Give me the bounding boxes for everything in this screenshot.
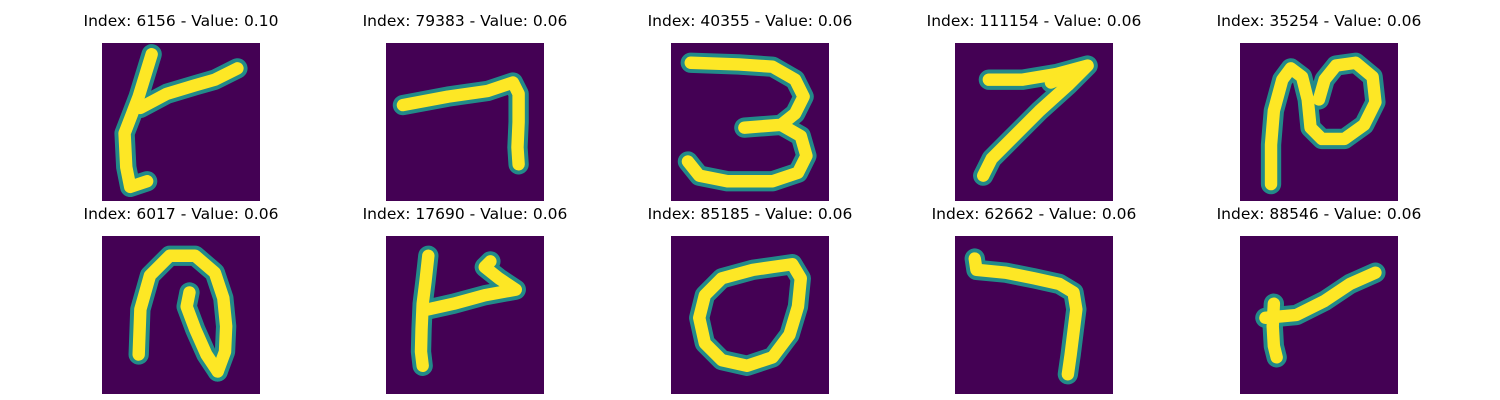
digit-panel: Index: 88546 - Value: 0.06 [1199, 202, 1439, 394]
stroke-core [968, 252, 1083, 381]
panel-title: Index: 88546 - Value: 0.06 [1216, 205, 1422, 223]
panel-title: Index: 111154 - Value: 0.06 [926, 12, 1142, 30]
stroke-core [414, 249, 522, 372]
digit-panel: Index: 85185 - Value: 0.06 [630, 202, 870, 394]
digit-image [1240, 43, 1398, 201]
digit-panel: Index: 17690 - Value: 0.06 [345, 202, 585, 394]
stroke-core [681, 56, 813, 188]
digit-image [671, 43, 829, 201]
stroke-core [1259, 266, 1382, 364]
digit-panel: Index: 6156 - Value: 0.10 [61, 9, 301, 201]
digit-panel: Index: 6017 - Value: 0.06 [61, 202, 301, 394]
stroke-core [693, 258, 807, 372]
stroke-core [977, 59, 1094, 182]
digit-panel: Index: 35254 - Value: 0.06 [1199, 9, 1439, 201]
digit-panel: Index: 111154 - Value: 0.06 [914, 9, 1154, 201]
panel-title: Index: 85185 - Value: 0.06 [647, 205, 853, 223]
digit-panel: Index: 40355 - Value: 0.06 [630, 9, 870, 201]
digit-image [955, 43, 1113, 201]
digit-image [1240, 236, 1398, 394]
panel-title: Index: 17690 - Value: 0.06 [362, 205, 568, 223]
panel-title: Index: 62662 - Value: 0.06 [931, 205, 1137, 223]
panel-title: Index: 79383 - Value: 0.06 [362, 12, 568, 30]
stroke-core [396, 76, 525, 171]
panel-title: Index: 6017 - Value: 0.06 [83, 205, 279, 223]
digit-panel: Index: 79383 - Value: 0.06 [345, 9, 585, 201]
stroke-core [132, 249, 233, 378]
digit-image [671, 236, 829, 394]
digit-image [386, 43, 544, 201]
digit-image [102, 43, 260, 201]
digit-panel: Index: 62662 - Value: 0.06 [914, 202, 1154, 394]
digit-image [102, 236, 260, 394]
stroke-core [1264, 56, 1382, 191]
panel-title: Index: 6156 - Value: 0.10 [83, 12, 279, 30]
stroke-core [118, 48, 244, 194]
digit-image [955, 236, 1113, 394]
panel-title: Index: 40355 - Value: 0.06 [647, 12, 853, 30]
digit-image [386, 236, 544, 394]
panel-title: Index: 35254 - Value: 0.06 [1216, 12, 1422, 30]
